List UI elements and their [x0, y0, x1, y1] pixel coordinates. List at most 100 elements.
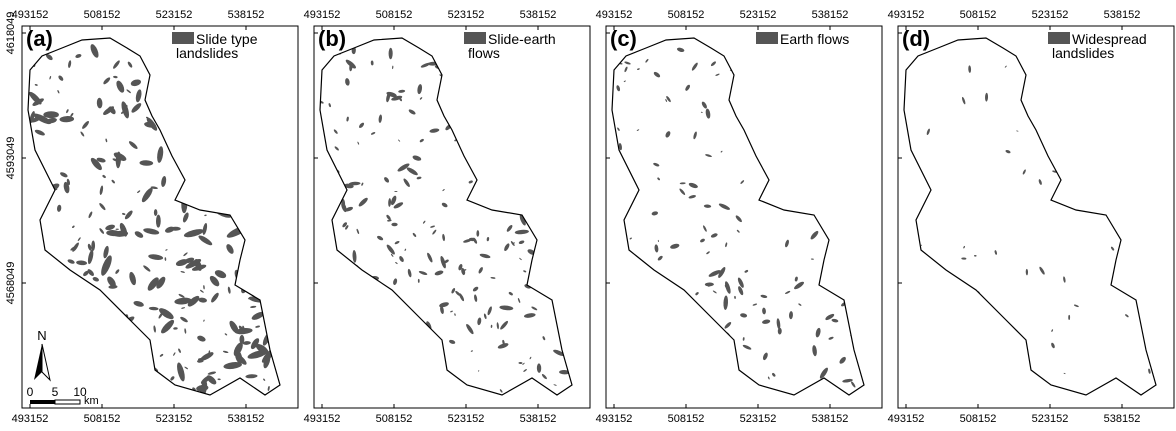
- legend-text: landslides: [176, 45, 238, 61]
- landslide: [519, 257, 522, 261]
- landslide: [705, 108, 711, 119]
- landslide: [1110, 246, 1115, 251]
- landslide: [740, 180, 745, 184]
- landslide: [419, 138, 424, 143]
- landslide: [518, 240, 525, 245]
- landslide: [504, 243, 510, 251]
- landslide: [1004, 65, 1007, 68]
- landslide: [810, 258, 814, 260]
- landslide: [624, 61, 631, 65]
- landslide: [82, 120, 89, 129]
- landslide: [636, 129, 640, 131]
- landslide: [121, 101, 130, 119]
- landslide: [394, 190, 398, 192]
- landslide: [250, 338, 260, 350]
- landslide: [127, 61, 133, 68]
- landslide: [386, 244, 395, 255]
- landslide: [67, 259, 75, 264]
- landslide: [440, 305, 444, 315]
- y-tick-label: 4618049: [5, 12, 17, 55]
- landslide: [839, 356, 846, 364]
- landslide: [165, 226, 175, 233]
- landslide: [183, 229, 204, 238]
- scale-segment: [30, 400, 55, 404]
- landslide: [124, 210, 133, 220]
- landslide: [785, 290, 791, 294]
- x-tick-label: 493152: [304, 9, 341, 21]
- landslide: [242, 341, 251, 345]
- landslide: [198, 235, 213, 246]
- landslide: [387, 219, 392, 222]
- scale-label: 0: [27, 385, 34, 399]
- landslide: [386, 91, 397, 98]
- landslide: [508, 291, 513, 296]
- landslide: [429, 128, 440, 133]
- landslide: [473, 237, 478, 244]
- landslide: [442, 189, 445, 192]
- landslide: [506, 225, 513, 232]
- landslide: [734, 295, 736, 299]
- landslide: [209, 275, 220, 287]
- landslide: [416, 176, 422, 180]
- landslide: [115, 228, 119, 230]
- y-tick-label: 4568049: [5, 262, 17, 305]
- landslide: [75, 54, 82, 58]
- landslide: [126, 89, 131, 94]
- landslide: [200, 289, 204, 293]
- landslide: [760, 294, 768, 298]
- map-panel: 493152 493152 508152 508152 523152 523152 5381…: [888, 9, 1175, 425]
- landslide: [785, 239, 789, 248]
- landslide: [170, 376, 175, 381]
- landslide: [454, 313, 456, 316]
- landslide: [500, 320, 509, 330]
- landslide: [143, 228, 160, 235]
- landslide: [718, 267, 726, 278]
- landslide: [77, 237, 81, 242]
- legend-text: Slide type: [196, 31, 258, 47]
- y-tick-label: 4593049: [5, 137, 17, 180]
- landslide: [738, 286, 744, 296]
- landslide: [133, 301, 144, 307]
- landslide: [345, 225, 349, 230]
- landslide: [393, 202, 404, 209]
- landslide: [174, 297, 192, 305]
- landslide: [617, 127, 620, 131]
- landslide: [703, 204, 712, 208]
- landslide: [184, 257, 195, 264]
- landslide: [349, 62, 353, 72]
- landslide: [88, 211, 93, 219]
- landslide: [691, 62, 698, 71]
- landslide: [466, 323, 474, 335]
- landslide: [45, 54, 53, 61]
- landslide: [510, 241, 515, 247]
- scale-unit: km: [84, 395, 99, 407]
- landslide: [700, 111, 703, 113]
- landslide: [156, 219, 160, 225]
- landslide: [700, 238, 705, 243]
- landslide: [72, 225, 75, 228]
- landslide: [96, 97, 103, 109]
- landslide: [343, 183, 354, 189]
- x-tick-label: 508152: [84, 9, 121, 21]
- landslide: [116, 80, 125, 93]
- landslide: [111, 179, 115, 184]
- landslide: [390, 195, 397, 206]
- landslide: [202, 223, 208, 235]
- x-tick-label: 523152: [740, 9, 777, 21]
- landslide: [417, 84, 423, 95]
- x-tick-label: 493152: [888, 9, 925, 21]
- scale-label: 5: [52, 385, 59, 399]
- legend-text: Widespread: [1072, 31, 1147, 47]
- landslide: [398, 96, 402, 102]
- landslide: [204, 214, 207, 217]
- landslide: [985, 92, 989, 102]
- landslide: [224, 333, 228, 336]
- landslide: [740, 313, 748, 318]
- landslide: [479, 253, 491, 259]
- landslide: [192, 262, 200, 265]
- landslide: [334, 146, 339, 151]
- landslide: [250, 305, 257, 308]
- landslide: [87, 249, 94, 265]
- landslide: [159, 308, 174, 320]
